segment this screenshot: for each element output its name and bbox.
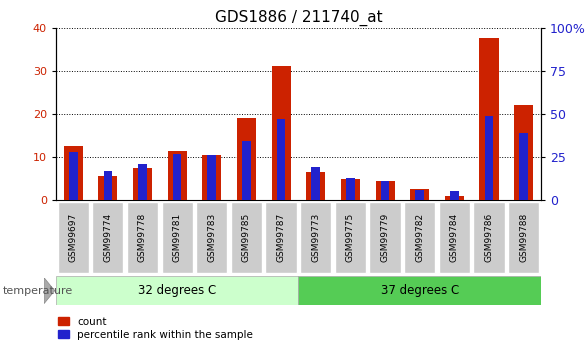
Text: temperature: temperature — [3, 286, 73, 296]
Bar — [306, 172, 325, 200]
Text: GSM99773: GSM99773 — [311, 213, 320, 262]
Bar — [138, 164, 147, 200]
Bar — [346, 178, 355, 200]
Text: GSM99774: GSM99774 — [103, 213, 112, 262]
Bar — [237, 118, 256, 200]
Legend: count, percentile rank within the sample: count, percentile rank within the sample — [58, 317, 253, 340]
Bar — [69, 152, 78, 200]
FancyBboxPatch shape — [56, 276, 298, 305]
Bar — [103, 171, 112, 200]
Text: GSM99781: GSM99781 — [173, 213, 182, 262]
FancyBboxPatch shape — [508, 201, 539, 273]
FancyBboxPatch shape — [196, 201, 228, 273]
Text: GSM99697: GSM99697 — [69, 213, 78, 262]
FancyBboxPatch shape — [369, 201, 400, 273]
Bar — [445, 196, 464, 200]
FancyBboxPatch shape — [266, 201, 297, 273]
Bar — [133, 168, 152, 200]
Bar — [519, 133, 528, 200]
Bar — [64, 146, 83, 200]
Bar — [242, 141, 250, 200]
FancyBboxPatch shape — [298, 276, 541, 305]
Bar — [312, 167, 320, 200]
Text: GSM99788: GSM99788 — [519, 213, 528, 262]
FancyBboxPatch shape — [404, 201, 435, 273]
Text: GSM99787: GSM99787 — [276, 213, 286, 262]
Text: GSM99785: GSM99785 — [242, 213, 251, 262]
Bar — [415, 190, 424, 200]
Text: GSM99786: GSM99786 — [485, 213, 493, 262]
Bar — [272, 66, 290, 200]
Text: 37 degrees C: 37 degrees C — [380, 284, 459, 297]
FancyBboxPatch shape — [439, 201, 470, 273]
Text: GSM99782: GSM99782 — [415, 213, 424, 262]
Text: GSM99784: GSM99784 — [450, 213, 459, 262]
Bar — [277, 119, 285, 200]
Text: GSM99775: GSM99775 — [346, 213, 355, 262]
Text: GSM99778: GSM99778 — [138, 213, 147, 262]
Bar — [514, 105, 533, 200]
Bar — [479, 38, 499, 200]
Bar — [208, 155, 216, 200]
FancyBboxPatch shape — [335, 201, 366, 273]
FancyBboxPatch shape — [58, 201, 89, 273]
Bar — [450, 191, 459, 200]
Bar — [173, 154, 182, 200]
FancyBboxPatch shape — [162, 201, 193, 273]
Bar — [98, 176, 118, 200]
Bar — [380, 181, 389, 200]
Title: GDS1886 / 211740_at: GDS1886 / 211740_at — [215, 10, 382, 26]
Text: GSM99783: GSM99783 — [208, 213, 216, 262]
Text: GSM99779: GSM99779 — [380, 213, 389, 262]
FancyBboxPatch shape — [231, 201, 262, 273]
Bar — [410, 189, 429, 200]
Bar — [341, 179, 360, 200]
Bar — [485, 116, 493, 200]
FancyBboxPatch shape — [473, 201, 505, 273]
FancyBboxPatch shape — [92, 201, 123, 273]
FancyBboxPatch shape — [300, 201, 331, 273]
Bar — [376, 181, 395, 200]
Bar — [202, 155, 221, 200]
Polygon shape — [44, 278, 55, 304]
FancyBboxPatch shape — [127, 201, 158, 273]
Text: 32 degrees C: 32 degrees C — [138, 284, 216, 297]
Bar — [168, 150, 186, 200]
